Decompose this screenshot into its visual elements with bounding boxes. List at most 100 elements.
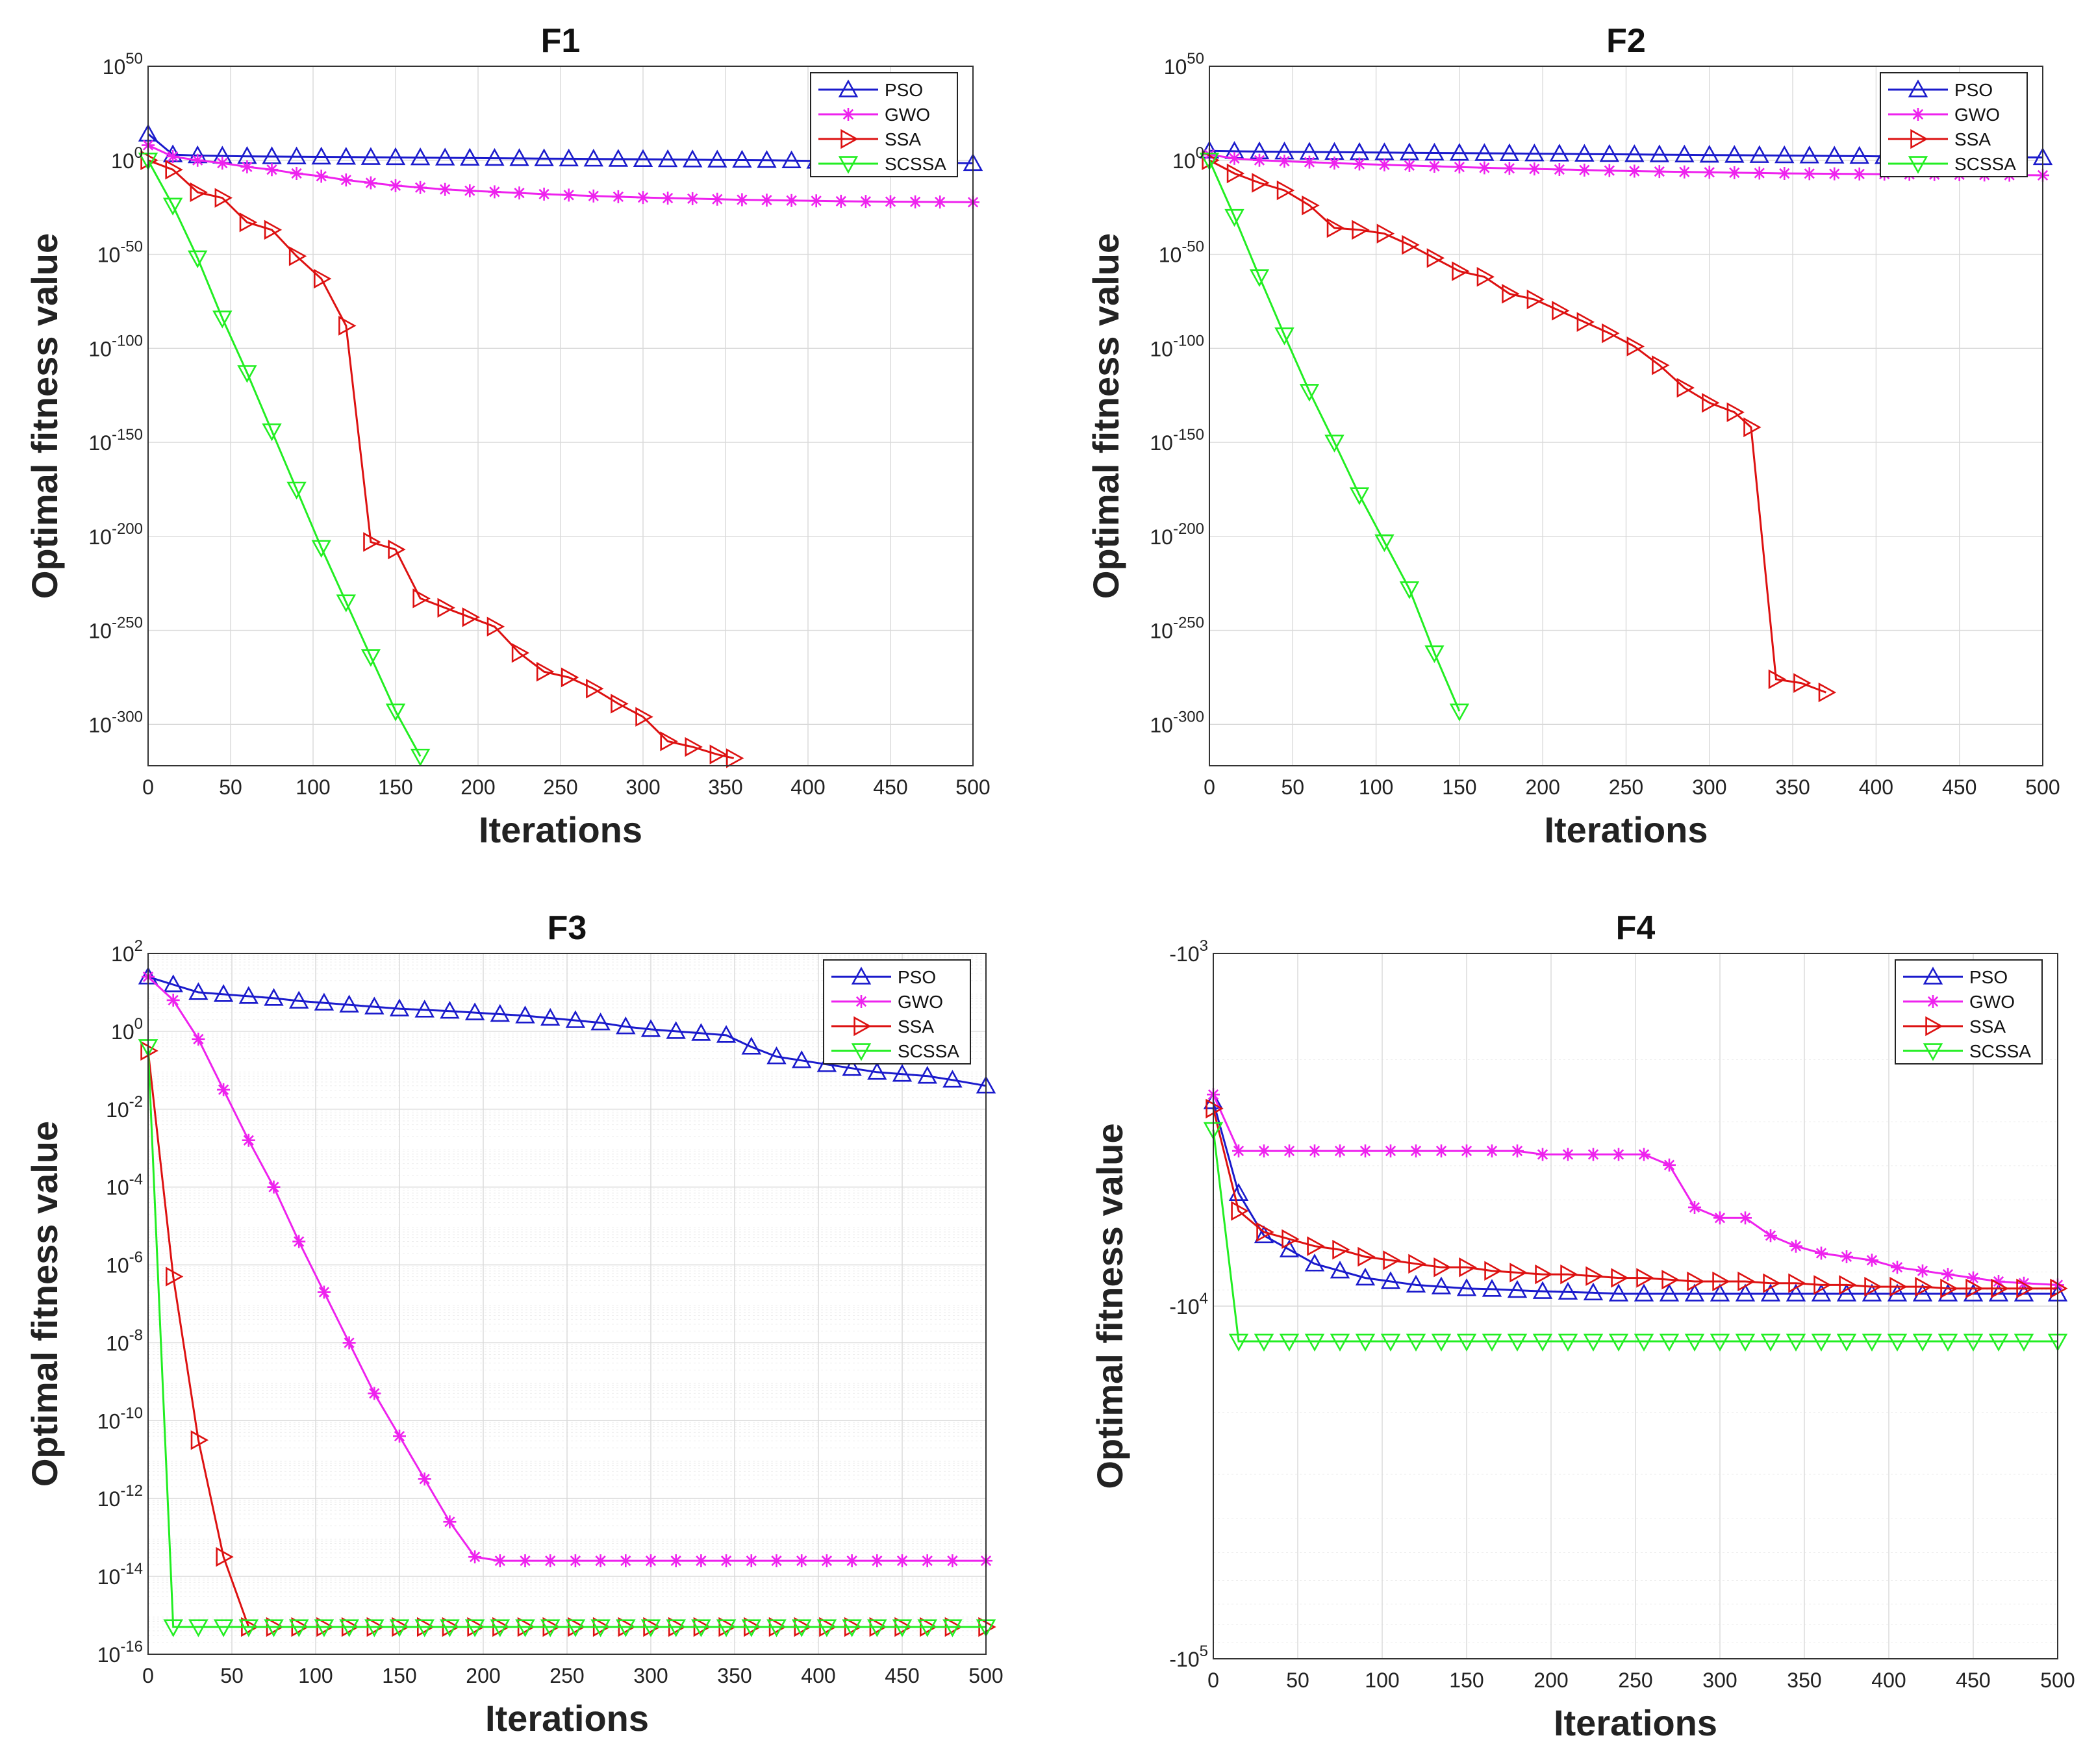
data-point-ssa (1687, 1271, 1705, 1292)
data-point-scssa (842, 1619, 862, 1637)
data-point-pso (264, 988, 284, 1006)
axes-frame (1213, 953, 2058, 1659)
series-line-gwo (147, 976, 986, 1562)
series-group (138, 966, 996, 1637)
data-point-pso (616, 1016, 636, 1035)
data-point-scssa (666, 1619, 686, 1637)
data-point-gwo (845, 1554, 859, 1568)
data-point-gwo (438, 183, 452, 196)
data-point-gwo (1485, 1144, 1498, 1158)
data-point-ssa (1915, 1276, 1933, 1297)
data-point-ssa (1602, 323, 1620, 344)
data-point-gwo (317, 1285, 331, 1299)
data-point-pso (1786, 1283, 1806, 1302)
data-point-scssa (262, 423, 282, 442)
y-tick-label: -104 (1169, 1290, 1208, 1318)
y-tick-label: 10-10 (97, 1404, 143, 1433)
data-point-pso (781, 150, 802, 169)
data-point-gwo (1384, 1144, 1397, 1158)
data-point-scssa (741, 1619, 762, 1637)
data-point-gwo (1941, 1268, 1954, 1281)
data-point-gwo (1378, 158, 1391, 171)
x-tick-label: 250 (549, 1664, 584, 1687)
data-point-scssa (360, 649, 381, 667)
x-tick-label: 500 (2040, 1669, 2075, 1692)
data-point-pso (1825, 145, 1845, 164)
data-point-pso (1355, 1267, 1376, 1286)
x-tick-label: 50 (1282, 775, 1305, 799)
data-point-ssa (165, 1266, 184, 1287)
legend-marker-gwo (1926, 995, 1939, 1008)
data-point-ssa (709, 744, 727, 764)
data-point-scssa (791, 1619, 812, 1637)
data-point-scssa (1399, 581, 1420, 599)
data-point-scssa (1710, 1333, 1730, 1352)
data-point-gwo (686, 192, 700, 205)
data-point-pso (460, 147, 480, 166)
data-point-gwo (1967, 1271, 1980, 1285)
data-point-gwo (216, 157, 229, 170)
data-point-scssa (1532, 1333, 1553, 1352)
data-point-pso (339, 994, 359, 1013)
data-point-pso (360, 147, 381, 165)
y-tick-label: 10-150 (1150, 426, 1204, 455)
data-point-pso (163, 974, 183, 992)
x-tick-label: 400 (790, 775, 825, 799)
data-point-ssa (1652, 355, 1670, 375)
data-point-pso (1330, 1261, 1350, 1279)
data-point-gwo (1778, 167, 1791, 181)
data-point-pso (1424, 142, 1445, 161)
data-point-gwo (166, 149, 180, 163)
data-point-gwo (1637, 1148, 1650, 1161)
data-point-gwo (809, 194, 823, 208)
data-point-pso (238, 986, 259, 1004)
data-point-ssa (1307, 1236, 1325, 1256)
x-tick-label: 0 (142, 1664, 154, 1687)
y-tick-label: 10-8 (106, 1326, 143, 1355)
data-point-ssa (1743, 417, 1761, 438)
legend-entry-gwo: GWO (885, 105, 930, 125)
data-point-ssa (1889, 1276, 1908, 1297)
y-tick-label: 10-250 (88, 614, 143, 643)
y-tick-label: 100 (111, 144, 143, 173)
data-point-scssa (1684, 1333, 1705, 1352)
data-point-gwo (711, 192, 724, 206)
data-point-pso (1608, 1283, 1629, 1302)
data-point-gwo (393, 1430, 406, 1443)
x-tick-label: 450 (873, 775, 907, 799)
legend-entry-ssa: SSA (885, 129, 921, 149)
data-point-pso (1449, 143, 1470, 161)
data-point-scssa (1380, 1333, 1401, 1352)
data-point-gwo (1308, 1144, 1321, 1158)
y-tick-label: 10-200 (88, 520, 143, 549)
data-point-scssa (816, 1619, 837, 1637)
data-point-gwo (339, 173, 353, 187)
data-point-pso (1634, 1283, 1654, 1302)
data-point-gwo (1713, 1211, 1726, 1225)
data-point-ssa (1459, 1257, 1477, 1278)
data-point-pso (1649, 144, 1670, 162)
data-point-ssa (1726, 402, 1745, 422)
data-point-scssa (716, 1619, 737, 1637)
data-point-pso (559, 148, 579, 167)
series-group (1203, 1088, 2068, 1352)
data-point-ssa (1676, 377, 1695, 398)
x-tick-label: 350 (1775, 775, 1810, 799)
data-point-gwo (1789, 1239, 1802, 1253)
data-point-gwo (909, 195, 922, 208)
data-point-pso (314, 992, 335, 1011)
data-point-scssa (1988, 1333, 2009, 1352)
x-tick-label: 100 (1365, 1669, 1399, 1692)
y-tick-label: 10-300 (88, 708, 143, 737)
data-point-scssa (314, 1619, 335, 1637)
data-point-ssa (363, 532, 381, 552)
legend: PSO GWO SSA SCSSA (1895, 959, 2043, 1065)
data-point-ssa (1326, 218, 1345, 238)
data-point-ssa (1585, 1266, 1604, 1287)
data-point-gwo (1612, 1148, 1625, 1161)
data-point-scssa (1634, 1333, 1654, 1352)
data-point-scssa (163, 1619, 183, 1637)
data-point-pso (691, 1023, 711, 1041)
data-point-ssa (1276, 180, 1295, 201)
x-tick-label: 300 (1702, 1669, 1737, 1692)
